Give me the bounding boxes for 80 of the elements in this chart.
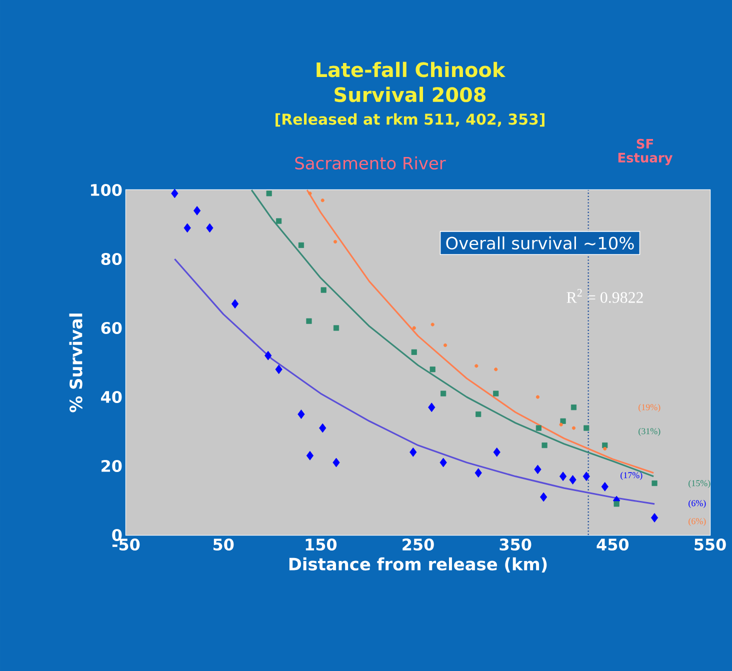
- point: [542, 442, 548, 448]
- point: [572, 426, 576, 430]
- x-tick-label: -50: [112, 538, 140, 551]
- text: Sacramento River: [295, 156, 446, 170]
- point: [540, 492, 548, 502]
- y-tick-label: 20: [102, 460, 122, 472]
- x-tick-label: 550: [694, 538, 726, 551]
- point: [194, 206, 201, 216]
- point: [536, 425, 542, 431]
- annotation: (31%): [638, 428, 660, 436]
- point: [614, 501, 620, 507]
- point: [443, 343, 448, 348]
- point: [494, 368, 498, 372]
- point: [650, 513, 658, 522]
- point: [560, 418, 566, 424]
- x-tick-label: 250: [402, 538, 434, 551]
- point: [603, 446, 607, 451]
- point: [536, 395, 540, 399]
- x-tick-label: 450: [596, 538, 629, 551]
- point: [440, 458, 447, 468]
- point: [440, 390, 446, 396]
- x-tick-label: 150: [306, 538, 337, 551]
- chart-subtitle: [Released at rkm 511, 402, 353]: [276, 113, 544, 127]
- annotation: (19%): [638, 404, 660, 412]
- point: [410, 448, 417, 457]
- point: [476, 411, 482, 418]
- annotation: (6%): [688, 518, 706, 526]
- point: [306, 318, 312, 324]
- point: [333, 325, 340, 331]
- point: [430, 366, 436, 372]
- point: [584, 425, 590, 431]
- point: [412, 326, 416, 330]
- point: [332, 458, 340, 468]
- point: [652, 480, 658, 486]
- point: [276, 218, 282, 224]
- point: [430, 322, 434, 326]
- point: [569, 475, 576, 484]
- point: [308, 192, 312, 196]
- point: [428, 402, 436, 412]
- point: [333, 240, 338, 244]
- point: [493, 390, 499, 396]
- x-axis-title: Distance from release (km): [289, 557, 547, 573]
- point: [493, 448, 500, 457]
- point: [570, 404, 577, 410]
- y-tick-label: 80: [101, 252, 122, 266]
- point: [559, 422, 563, 426]
- point: [601, 482, 608, 492]
- point: [559, 472, 567, 482]
- point: [306, 450, 314, 460]
- point: [320, 287, 326, 293]
- point: [171, 188, 178, 198]
- annotation: (15%): [688, 480, 710, 488]
- y-tick-label: 40: [101, 390, 122, 404]
- x-tick-label: 350: [500, 538, 532, 551]
- point: [298, 242, 304, 248]
- point: [231, 299, 239, 309]
- y-tick-label: 60: [101, 322, 122, 334]
- annotation: (6%): [688, 500, 706, 508]
- point: [298, 410, 305, 419]
- text: SF Estuary: [618, 138, 673, 166]
- point: [320, 198, 324, 202]
- point: [534, 464, 542, 474]
- point: [474, 364, 478, 368]
- point: [264, 350, 272, 360]
- point: [319, 423, 326, 433]
- point: [184, 223, 191, 233]
- x-tick-label: 50: [213, 538, 234, 551]
- point: [474, 468, 482, 478]
- annotation: Overall survival ~10%: [446, 236, 634, 250]
- point: [275, 364, 282, 374]
- point: [266, 190, 272, 196]
- point: [582, 472, 590, 482]
- point: [602, 442, 608, 448]
- point: [206, 223, 214, 233]
- annotation: (17%): [620, 472, 642, 480]
- point: [411, 349, 417, 355]
- chart-title: Late-fall Chinook Survival 2008: [316, 62, 506, 102]
- y-axis-title: % Survival: [69, 314, 82, 412]
- y-tick-label: 0: [112, 528, 122, 542]
- y-tick-label: 100: [91, 184, 122, 196]
